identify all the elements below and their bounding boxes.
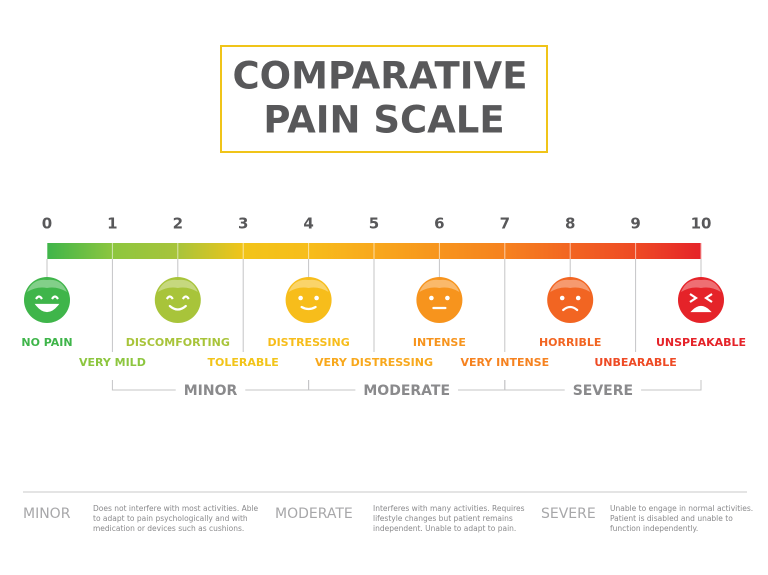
level-label: NO PAIN [21, 336, 72, 349]
scale-segment [635, 243, 702, 259]
face-eye [429, 295, 434, 301]
legend-description: function independently. [610, 524, 698, 533]
tick-label: 8 [565, 215, 575, 233]
face-mouth [168, 304, 187, 311]
title-line: PAIN SCALE [263, 99, 504, 142]
legend-term: SEVERE [541, 506, 596, 522]
level-label: HORRIBLE [539, 336, 602, 349]
face-mouth [690, 305, 712, 313]
legend-description: Does not interfere with most activities.… [93, 504, 259, 513]
level-label: VERY MILD [79, 356, 146, 369]
level-label: UNSPEAKABLE [656, 336, 746, 349]
legend-description: medication or devices such as cushions. [93, 524, 244, 533]
face-circle [547, 277, 594, 323]
scale-segment [570, 243, 637, 259]
face-eye [559, 295, 565, 301]
tick-label: 3 [238, 215, 248, 233]
tick-label: 2 [173, 215, 183, 233]
title-box [220, 45, 548, 153]
level-label: DISTRESSING [267, 336, 349, 349]
tick-label: 6 [434, 215, 444, 233]
tick-label: 10 [691, 215, 712, 233]
tick-label: 1 [107, 215, 117, 233]
face-hair [288, 279, 329, 292]
face-circle [285, 277, 332, 323]
scale-segment [112, 243, 179, 259]
tick-label: 4 [303, 215, 313, 233]
face [285, 277, 332, 323]
group-label: MINOR [184, 383, 238, 399]
tick-label: 5 [369, 215, 379, 233]
legend-description: independent. Unable to adapt to pain. [373, 524, 516, 533]
group-label: SEVERE [573, 383, 633, 399]
group-label: MODERATE [363, 383, 450, 399]
face-hair [27, 279, 67, 292]
face-eye [445, 295, 450, 301]
face-circle [24, 277, 70, 323]
face-mouth [34, 303, 60, 313]
face [154, 277, 201, 323]
face-circle [678, 277, 724, 323]
face-mouth [562, 305, 579, 312]
legend-description: Interferes with many activities. Require… [373, 504, 525, 513]
tick-label: 7 [500, 215, 510, 233]
face-hair [157, 279, 198, 292]
level-label: DISCOMFORTING [126, 336, 230, 349]
face-eye [689, 293, 713, 303]
legend-description: to adapt to pain psychologically and wit… [93, 514, 248, 523]
tick-label: 9 [630, 215, 640, 233]
level-label: UNBEARABLE [594, 356, 676, 369]
scale-segment [374, 243, 440, 259]
scale-segment [439, 243, 506, 259]
scale-segment [308, 243, 375, 259]
level-label: INTENSE [413, 336, 466, 349]
face [24, 277, 70, 323]
scale-segment [504, 243, 571, 259]
face [678, 277, 724, 323]
scale-segment [177, 243, 244, 259]
scale-segment [243, 243, 310, 259]
face-eye [35, 295, 59, 300]
level-label: VERY DISTRESSING [315, 356, 433, 369]
level-label: VERY INTENSE [460, 356, 549, 369]
tick-label: 0 [42, 215, 52, 233]
face-hair [419, 279, 460, 292]
face [547, 277, 594, 323]
face-hair [681, 279, 721, 292]
face-eye [298, 295, 303, 301]
legend-term: MINOR [23, 506, 71, 522]
face-eye [314, 295, 319, 301]
legend-description: Patient is disabled and unable to [610, 514, 733, 523]
legend-description: Unable to engage in normal activities. [610, 504, 753, 513]
group-bracket [504, 380, 702, 391]
scale-segment [47, 243, 113, 259]
level-label: TOLERABLE [208, 356, 279, 369]
title-line: COMPARATIVE [233, 55, 528, 98]
legend-description: lifestyle changes but patient remains [373, 514, 513, 523]
face-mouth [300, 305, 317, 311]
face-hair [550, 279, 591, 292]
legend-term: MODERATE [275, 506, 353, 522]
face-circle [416, 277, 463, 323]
face-circle [154, 277, 201, 323]
face-eye [165, 295, 190, 300]
face [416, 277, 463, 323]
face-eye [575, 295, 581, 301]
